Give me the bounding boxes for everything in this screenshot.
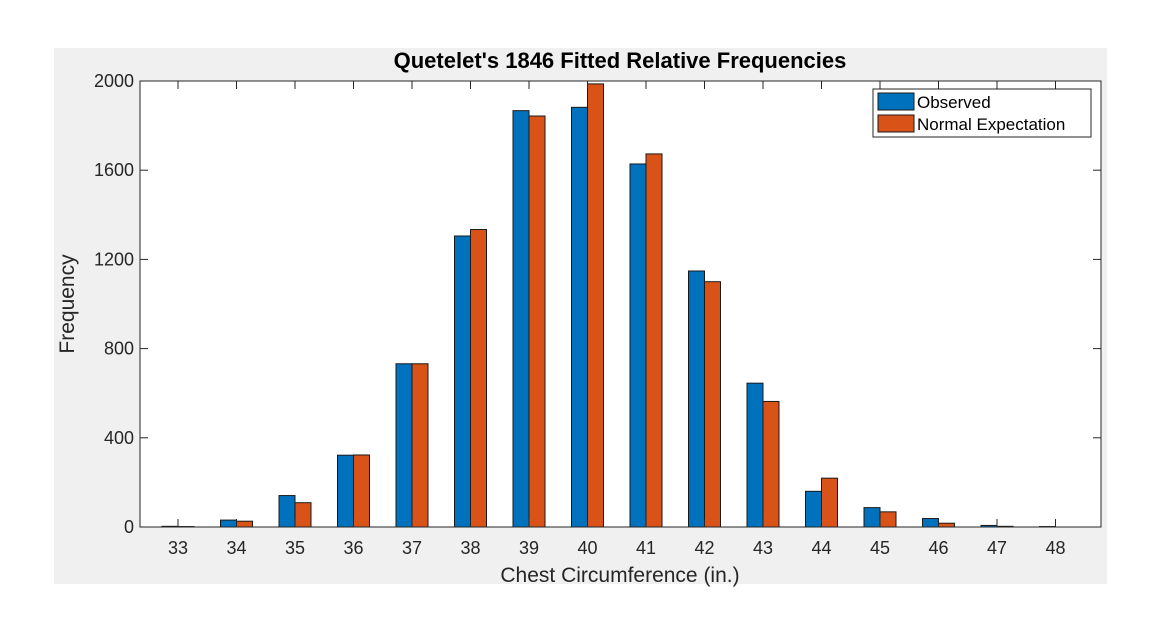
chart-title: Quetelet's 1846 Fitted Relative Frequenc… [394,48,847,73]
y-tick-label-800: 800 [104,339,134,359]
legend-swatch-normal-expectation [877,114,915,133]
plot-area [140,81,1101,527]
legend-label-normal-expectation: Normal Expectation [917,115,1065,134]
x-tick-label-39: 39 [519,538,539,558]
y-axis-title: Frequency [56,254,79,354]
legend-label-observed: Observed [917,93,991,112]
bar-normal-expectation-42 [704,281,721,528]
bar-observed-46 [922,518,939,528]
x-tick-label-45: 45 [870,538,890,558]
x-tick-label-35: 35 [285,538,305,558]
x-axis-title: Chest Circumference (in.) [500,564,739,587]
legend-swatch-observed [877,92,915,111]
y-tick-label-1200: 1200 [94,249,134,269]
bar-normal-expectation-44 [821,477,838,528]
x-tick-label-42: 42 [694,538,714,558]
bars-group [161,83,1056,528]
bar-observed-35 [278,495,296,528]
x-tick-label-40: 40 [577,538,597,558]
bar-observed-41 [629,163,647,528]
plot-frame [139,80,1102,528]
x-tick-label-41: 41 [636,538,656,558]
bar-observed-36 [337,454,354,528]
bar-normal-expectation-36 [353,454,370,528]
x-tick-label-36: 36 [343,538,363,558]
bar-normal-expectation-41 [645,153,663,528]
x-tick-label-48: 48 [1045,538,1065,558]
ticks-group: 33 34 35 36 37 38 39 40 41 42 43 44 45 46 47 48 0 400 800 1… [94,71,1101,558]
x-tick-label-38: 38 [460,538,480,558]
bar-normal-expectation-37 [411,363,429,528]
x-tick-label-47: 47 [987,538,1007,558]
y-tick-label-1600: 1600 [94,160,134,180]
x-tick-label-34: 34 [226,538,246,558]
bar-observed-43 [746,382,764,528]
bar-normal-expectation-43 [762,400,780,528]
y-tick-label-0: 0 [124,517,134,537]
bar-observed-45 [863,507,881,528]
bar-normal-expectation-40 [587,83,604,528]
x-tick-label-46: 46 [928,538,948,558]
y-tick-label-400: 400 [104,428,134,448]
bar-observed-40 [571,106,588,528]
bar-normal-expectation-35 [294,502,312,528]
bar-observed-44 [805,490,822,528]
legend: Observed Normal Expectation [872,88,1092,138]
bar-normal-expectation-34 [236,520,253,528]
bar-observed-37 [395,363,413,528]
x-tick-label-43: 43 [753,538,773,558]
x-tick-label-44: 44 [811,538,831,558]
y-tick-label-2000: 2000 [94,71,134,91]
x-tick-label-37: 37 [402,538,422,558]
bar-observed-34 [220,519,237,528]
bar-observed-38 [454,235,471,528]
bar-observed-39 [512,110,530,528]
bar-normal-expectation-38 [470,229,487,528]
bar-normal-expectation-46 [938,522,955,528]
bar-normal-expectation-45 [879,511,897,528]
bar-normal-expectation-39 [528,115,546,528]
bar-observed-42 [688,270,705,528]
x-tick-label-33: 33 [168,538,188,558]
